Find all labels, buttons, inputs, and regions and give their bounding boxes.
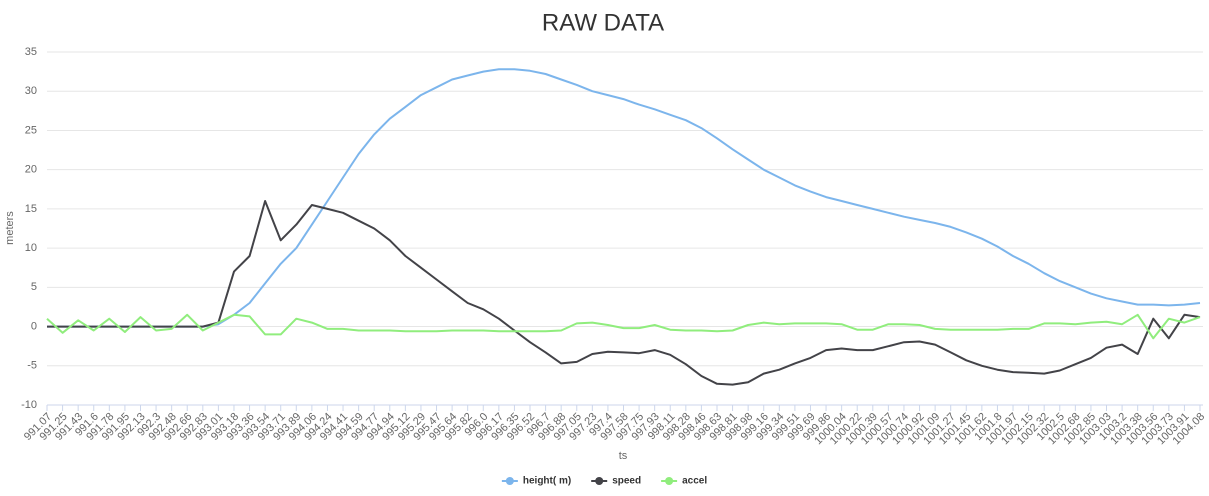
x-axis-label: ts — [619, 450, 628, 462]
y-tick-label: -10 — [21, 399, 37, 411]
y-tick-label: -5 — [27, 360, 37, 372]
y-tick-label: 5 — [31, 281, 37, 293]
y-tick-label: 15 — [25, 203, 37, 215]
legend-symbol-marker — [665, 477, 674, 485]
legend-label: height( m) — [523, 476, 571, 487]
legend-item: height( m) — [501, 476, 571, 487]
y-tick-label: 35 — [25, 46, 37, 58]
legend-symbol-marker — [595, 477, 604, 485]
y-axis-label: meters — [4, 211, 16, 245]
legend: height( m) speed accel — [501, 476, 707, 487]
y-tick-label: 20 — [25, 164, 37, 176]
y-tick-label: 10 — [25, 242, 37, 254]
y-tick-label: 25 — [25, 124, 37, 136]
chart-title: RAW DATA — [542, 9, 664, 36]
legend-item: speed — [591, 476, 641, 487]
y-tick-label: 0 — [31, 320, 37, 332]
line-series — [46, 313, 1201, 340]
legend-label: accel — [682, 476, 707, 487]
y-tick-label: 30 — [25, 85, 37, 97]
line-series — [47, 200, 1201, 386]
legend-item: accel — [661, 476, 707, 487]
legend-label: speed — [612, 476, 641, 487]
legend-symbol-marker — [505, 477, 514, 485]
line-series — [47, 68, 1201, 328]
